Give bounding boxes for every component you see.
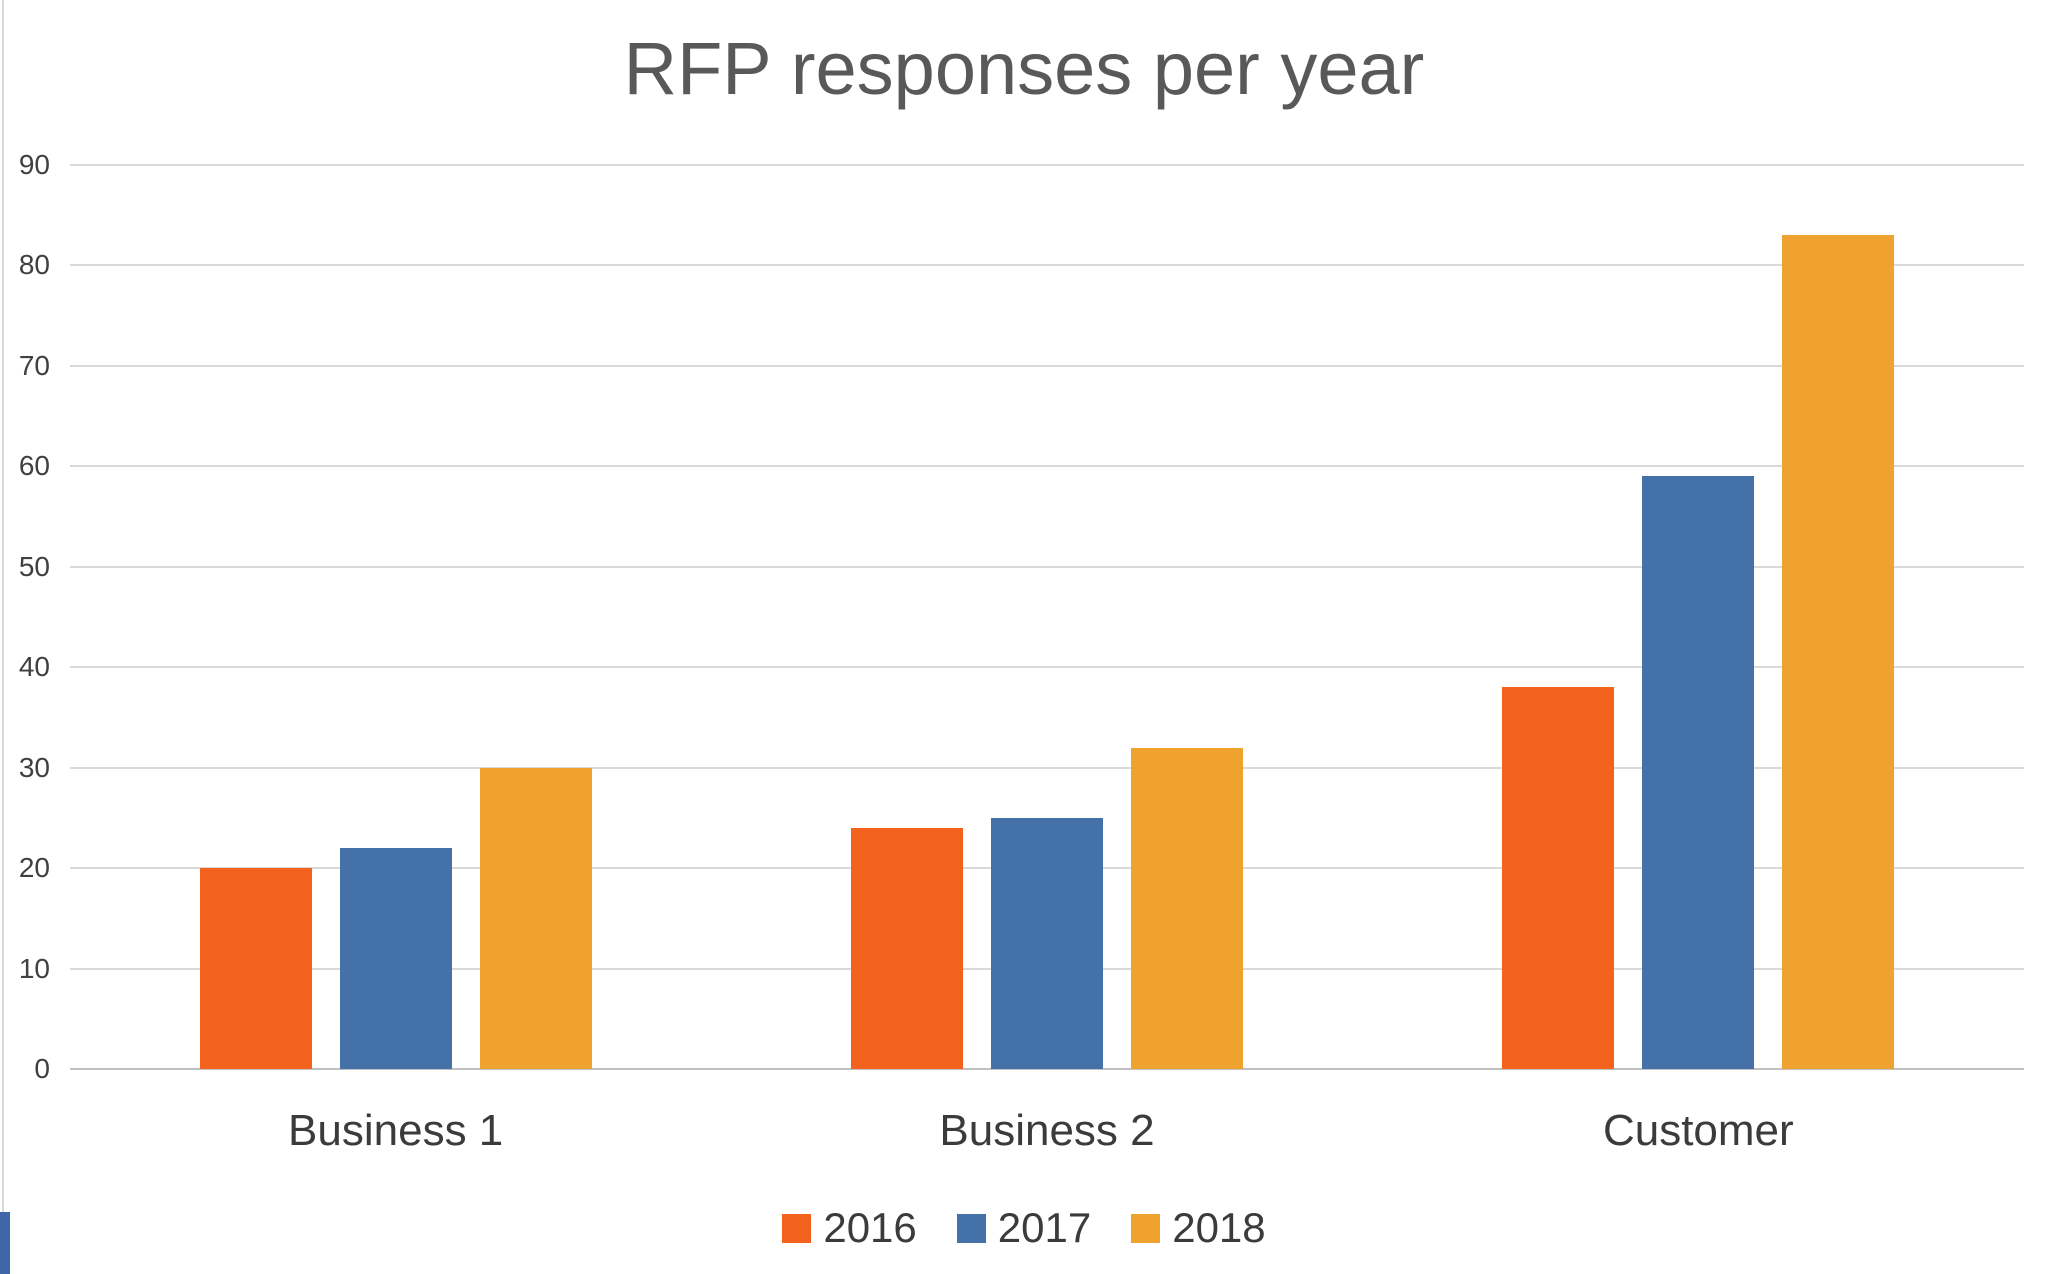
x-axis: Business 1 Business 2 Customer	[70, 1106, 2024, 1156]
y-axis: 0 10 20 30 40 50 60 70 80 90	[0, 151, 58, 1083]
y-axis-tick-label: 20	[18, 852, 50, 884]
bar-groups	[70, 165, 2024, 1069]
legend-swatch-2016	[782, 1213, 812, 1243]
bar-2016-business-2	[850, 827, 963, 1069]
y-axis-tick-label: 10	[18, 952, 50, 984]
bar-group-business-1	[70, 165, 721, 1069]
chart-title: RFP responses per year	[623, 27, 1425, 110]
gridline	[70, 666, 2024, 669]
bar-2018-business-2	[1130, 747, 1243, 1069]
y-axis-tick-label: 0	[34, 1053, 50, 1084]
y-axis-tick-label: 80	[18, 249, 50, 281]
gridline	[70, 164, 2024, 166]
y-axis-tick-label: 30	[18, 751, 50, 783]
bar-2018-business-1	[479, 767, 592, 1069]
legend: 2016 2017 2018	[0, 1204, 2048, 1252]
y-axis-tick-label: 60	[18, 450, 50, 482]
left-edge-line	[2, 0, 4, 1274]
y-axis-tick-label: 50	[18, 550, 50, 582]
legend-item-2017: 2017	[956, 1204, 1092, 1252]
legend-label-2016: 2016	[823, 1204, 917, 1251]
bar-group-business-2	[721, 165, 1372, 1069]
gridline	[70, 364, 2024, 367]
y-axis-tick-label: 40	[18, 651, 50, 683]
y-axis-tick-label: 90	[18, 149, 50, 180]
bar-group-customer	[1373, 165, 2024, 1069]
bar-2016-customer	[1502, 687, 1615, 1069]
y-axis-tick-label: 70	[18, 349, 50, 381]
plot-area	[70, 164, 2024, 1070]
gridline	[70, 264, 2024, 267]
gridline	[70, 565, 2024, 568]
legend-swatch-2018	[1131, 1213, 1161, 1243]
bar-2017-customer	[1642, 476, 1755, 1069]
legend-label-2017: 2017	[997, 1204, 1092, 1251]
legend-label-2018: 2018	[1172, 1204, 1266, 1251]
x-axis-category-label-customer: Customer	[1602, 1106, 1794, 1155]
legend-item-2018: 2018	[1131, 1204, 1266, 1252]
bar-2017-business-1	[339, 848, 452, 1069]
gridline	[70, 766, 2024, 769]
legend-item-2016: 2016	[782, 1204, 917, 1252]
bar-2018-customer	[1782, 235, 1895, 1069]
bar-2017-business-2	[990, 817, 1103, 1069]
x-axis-category-label-business-2: Business 2	[939, 1106, 1155, 1155]
x-axis-category-label-business-1: Business 1	[288, 1106, 504, 1155]
gridline	[70, 465, 2024, 468]
screen-edge-artifact	[0, 1212, 10, 1274]
legend-swatch-2017	[956, 1213, 986, 1243]
bar-2016-business-1	[199, 868, 312, 1069]
x-axis-line	[70, 1068, 2024, 1070]
